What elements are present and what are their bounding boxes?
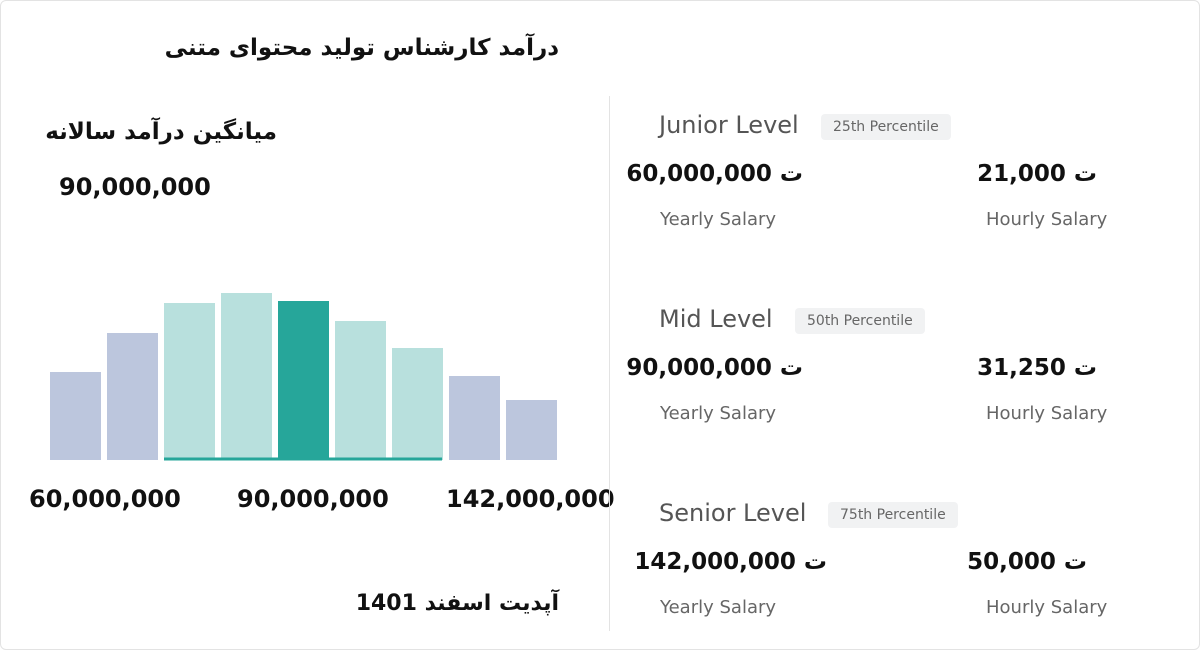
average-label: میانگین درآمد سالانه [45,119,277,145]
bar [107,333,158,460]
histogram [50,293,557,461]
level-name: Mid Level [659,305,773,333]
hourly-amount: 31,250 ت [977,355,1097,381]
yearly-amount: 90,000,000 ت [626,355,803,381]
average-value: 90,000,000 [59,173,211,201]
divider [609,96,610,631]
hourly-amount: 50,000 ت [967,549,1087,575]
yearly-label: Yearly Salary [660,597,777,618]
yearly-amount: 60,000,000 ت [626,161,803,187]
bar [221,293,272,460]
bar [278,301,329,460]
hourly-label: Hourly Salary [986,209,1108,230]
bar [50,372,101,460]
level-name: Junior Level [659,111,799,139]
bar [449,376,500,460]
percentile-badge: 50th Percentile [795,308,925,334]
yearly-label: Yearly Salary [660,403,777,424]
percentile-badge: 25th Percentile [821,114,951,140]
level-name: Senior Level [659,499,807,527]
axis-label: 90,000,000 [237,485,389,513]
bar [392,348,443,460]
title: درآمد کارشناس تولید محتوای متنی [164,35,559,61]
hourly-label: Hourly Salary [986,403,1108,424]
bar [335,321,386,460]
axis-label: 60,000,000 [29,485,181,513]
axis-label: 142,000,000 [446,485,615,513]
bar [506,400,557,460]
percentile-badge: 75th Percentile [828,502,958,528]
yearly-amount: 142,000,000 ت [634,549,827,575]
hourly-label: Hourly Salary [986,597,1108,618]
yearly-label: Yearly Salary [660,209,777,230]
updated: آپدیت اسفند 1401 [355,591,559,616]
bar [164,303,215,460]
hourly-amount: 21,000 ت [977,161,1097,187]
